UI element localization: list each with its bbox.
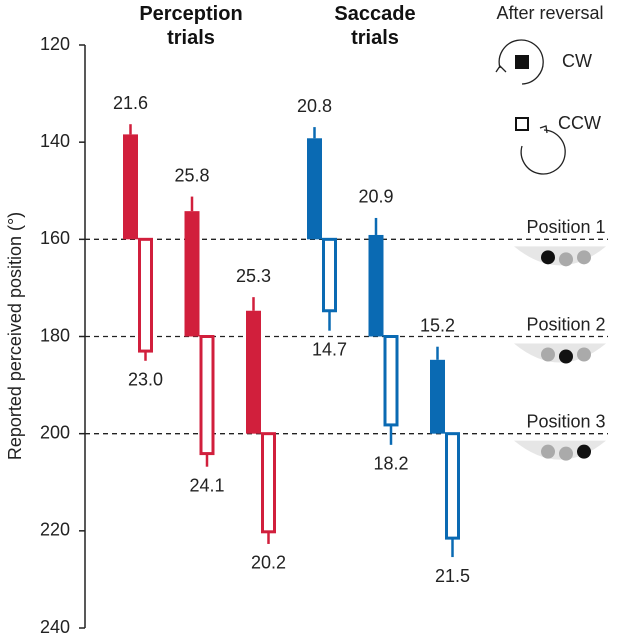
bar	[246, 310, 261, 434]
position-dot	[577, 444, 591, 459]
bar	[184, 211, 200, 337]
y-axis-label: Reported perceived position (°)	[5, 212, 25, 460]
legend-label: CCW	[558, 113, 601, 133]
group-title: Saccade trials	[334, 3, 416, 49]
value-label: 15.2	[420, 315, 455, 335]
bar	[138, 237, 153, 353]
legend-swatch	[515, 117, 529, 131]
y-tick-label: 180	[40, 325, 70, 345]
bar	[445, 432, 460, 540]
position-dot	[559, 349, 573, 364]
y-tick-label: 120	[40, 34, 70, 54]
legend-icon-cw	[495, 39, 544, 85]
value-label: 25.8	[174, 165, 209, 185]
bar	[430, 359, 445, 434]
y-tick-label: 160	[40, 228, 70, 248]
value-label: 21.6	[113, 93, 148, 113]
value-label: 21.5	[435, 566, 470, 586]
bar	[322, 237, 337, 313]
value-label: 25.3	[236, 266, 271, 286]
position-dot	[541, 250, 555, 265]
legend-label: CW	[562, 51, 592, 71]
category-label: Position 2	[526, 314, 605, 334]
bar	[368, 234, 384, 337]
group-title: Perception trials	[139, 3, 243, 49]
bar	[261, 432, 276, 534]
bar	[199, 335, 215, 456]
y-tick-label: 240	[40, 617, 70, 637]
bar	[383, 335, 399, 427]
value-label: 14.7	[312, 339, 347, 359]
value-label: 23.0	[128, 370, 163, 390]
legend-icon-ccw	[520, 125, 566, 175]
legend-swatch	[515, 55, 529, 69]
position-dot	[577, 347, 591, 362]
value-label: 18.2	[373, 454, 408, 474]
position-dot	[559, 252, 573, 267]
value-label: 24.1	[189, 475, 224, 495]
value-label: 20.2	[251, 553, 286, 573]
bar	[123, 134, 138, 240]
position-dot	[559, 446, 573, 461]
category-label: Position 3	[526, 411, 605, 431]
value-label: 20.8	[297, 96, 332, 116]
y-tick-label: 220	[40, 520, 70, 540]
legend-title: After reversal	[496, 3, 603, 23]
value-label: 20.9	[358, 187, 393, 207]
position-dot	[541, 347, 555, 362]
position-dot	[577, 250, 591, 265]
bar	[307, 138, 322, 240]
position-dot	[541, 444, 555, 459]
y-tick-label: 140	[40, 131, 70, 151]
category-label: Position 1	[526, 217, 605, 237]
y-tick-label: 200	[40, 422, 70, 442]
